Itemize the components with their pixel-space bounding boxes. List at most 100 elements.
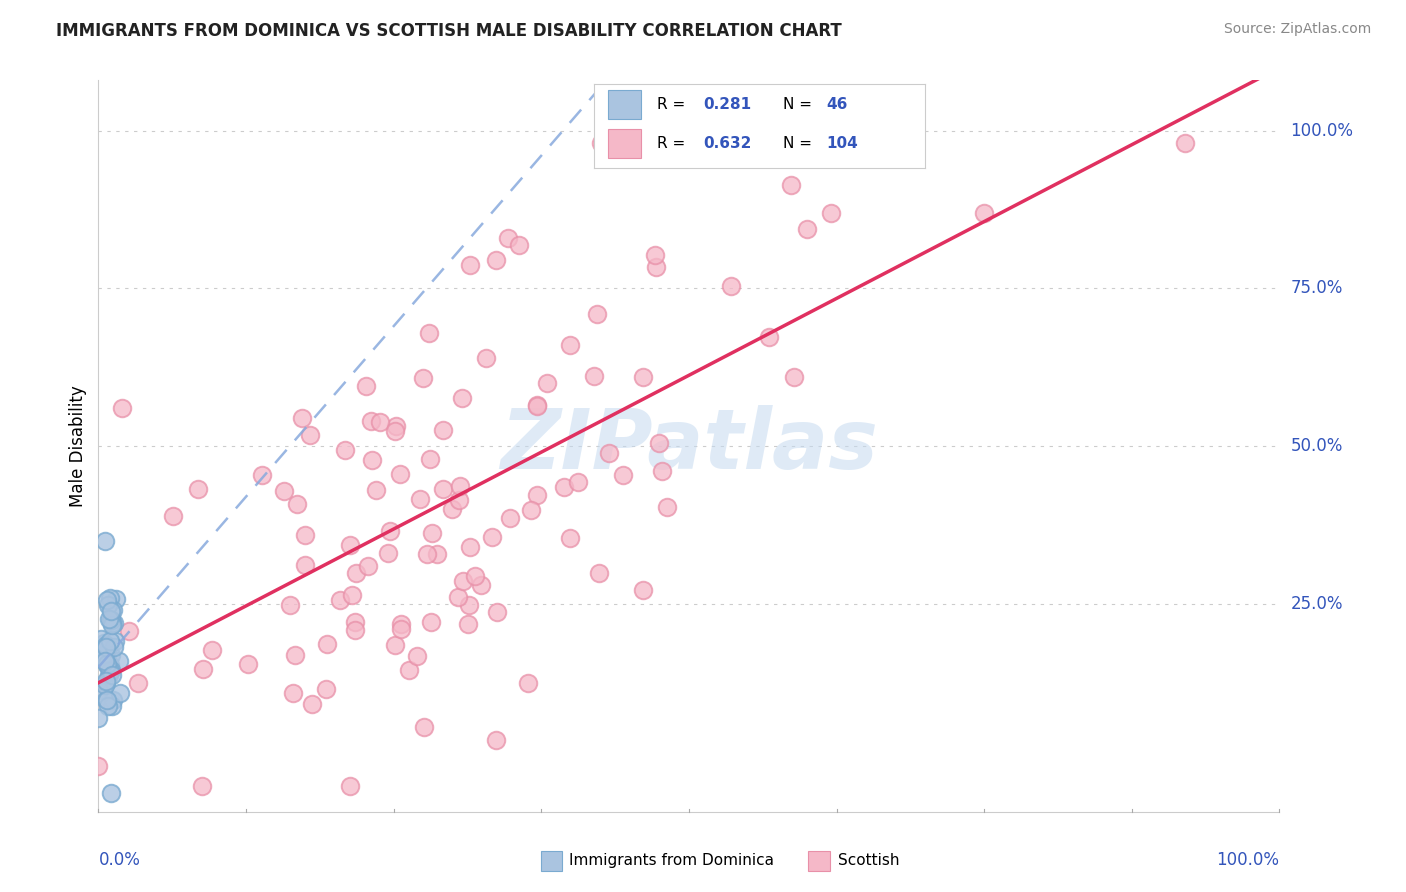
Point [100, 613, 122, 627]
Point [273, 483, 295, 498]
Point [413, 720, 436, 734]
Point [316, 637, 339, 651]
Point [361, 453, 384, 467]
Point [127, 675, 149, 690]
Point [441, 502, 464, 516]
Point [378, 524, 401, 538]
Point [344, 615, 367, 630]
Point [657, 500, 679, 515]
Point [398, 663, 420, 677]
Point [1174, 136, 1197, 151]
Point [447, 492, 470, 507]
Point [103, 640, 125, 654]
Point [385, 419, 408, 434]
Point [162, 509, 184, 524]
Point [758, 330, 780, 344]
Point [391, 616, 413, 631]
Point [94, 638, 117, 652]
Point [90, 632, 112, 646]
Point [98, 664, 121, 678]
Point [101, 603, 124, 617]
Point [419, 452, 441, 467]
Point [470, 578, 492, 592]
Point [780, 178, 803, 193]
Text: Scottish: Scottish [838, 854, 900, 868]
Point [96, 657, 118, 672]
Point [101, 616, 124, 631]
Text: 100.0%: 100.0% [1291, 121, 1354, 140]
Point [97, 698, 120, 713]
Point [94, 693, 117, 707]
Point [460, 259, 482, 273]
Point [586, 308, 609, 322]
Point [526, 399, 548, 413]
Point [558, 531, 581, 545]
Point [458, 598, 481, 612]
Point [583, 369, 606, 384]
Point [103, 633, 125, 648]
Point [333, 442, 356, 457]
Point [101, 668, 124, 682]
Point [412, 371, 434, 385]
Point [97, 599, 120, 613]
Point [651, 464, 673, 478]
Point [384, 638, 406, 652]
Text: IMMIGRANTS FROM DOMINICA VS SCOTTISH MALE DISABILITY CORRELATION CHART: IMMIGRANTS FROM DOMINICA VS SCOTTISH MAL… [56, 22, 842, 40]
Text: 75.0%: 75.0% [1291, 279, 1343, 297]
Point [97, 668, 120, 682]
Point [94, 654, 117, 668]
Point [645, 260, 668, 274]
Point [508, 238, 530, 252]
Point [526, 488, 548, 502]
Point [520, 502, 543, 516]
Point [87, 758, 110, 772]
Point [475, 351, 498, 366]
Point [93, 533, 115, 548]
Point [93, 653, 115, 667]
Point [553, 480, 575, 494]
Point [107, 654, 129, 668]
Point [450, 479, 472, 493]
Point [357, 558, 380, 573]
Point [499, 510, 522, 524]
Point [451, 574, 474, 588]
Point [291, 411, 314, 425]
Point [388, 467, 411, 482]
Point [111, 401, 134, 416]
Point [536, 376, 558, 390]
Point [517, 676, 540, 690]
Point [339, 538, 361, 552]
Point [294, 528, 316, 542]
Y-axis label: Male Disability: Male Disability [69, 385, 87, 507]
Point [342, 588, 364, 602]
Point [420, 615, 443, 629]
Point [93, 636, 115, 650]
Point [366, 483, 388, 497]
Point [409, 491, 432, 506]
Point [101, 618, 124, 632]
Point [301, 698, 323, 712]
Point [496, 231, 519, 245]
Point [377, 546, 399, 560]
Point [389, 622, 412, 636]
Point [973, 205, 995, 219]
Point [464, 569, 486, 583]
Point [486, 606, 509, 620]
Point [278, 598, 301, 612]
Point [103, 616, 125, 631]
Point [101, 693, 124, 707]
Point [191, 662, 214, 676]
Point [384, 424, 406, 438]
Point [344, 566, 367, 581]
Point [591, 136, 613, 151]
Point [644, 248, 666, 262]
Point [457, 617, 479, 632]
Point [191, 780, 214, 794]
Point [339, 779, 361, 793]
Point [96, 675, 118, 690]
Point [720, 279, 742, 293]
Point [458, 540, 481, 554]
Point [96, 640, 118, 654]
Text: Immigrants from Dominica: Immigrants from Dominica [569, 854, 775, 868]
Text: 0.0%: 0.0% [98, 851, 141, 869]
